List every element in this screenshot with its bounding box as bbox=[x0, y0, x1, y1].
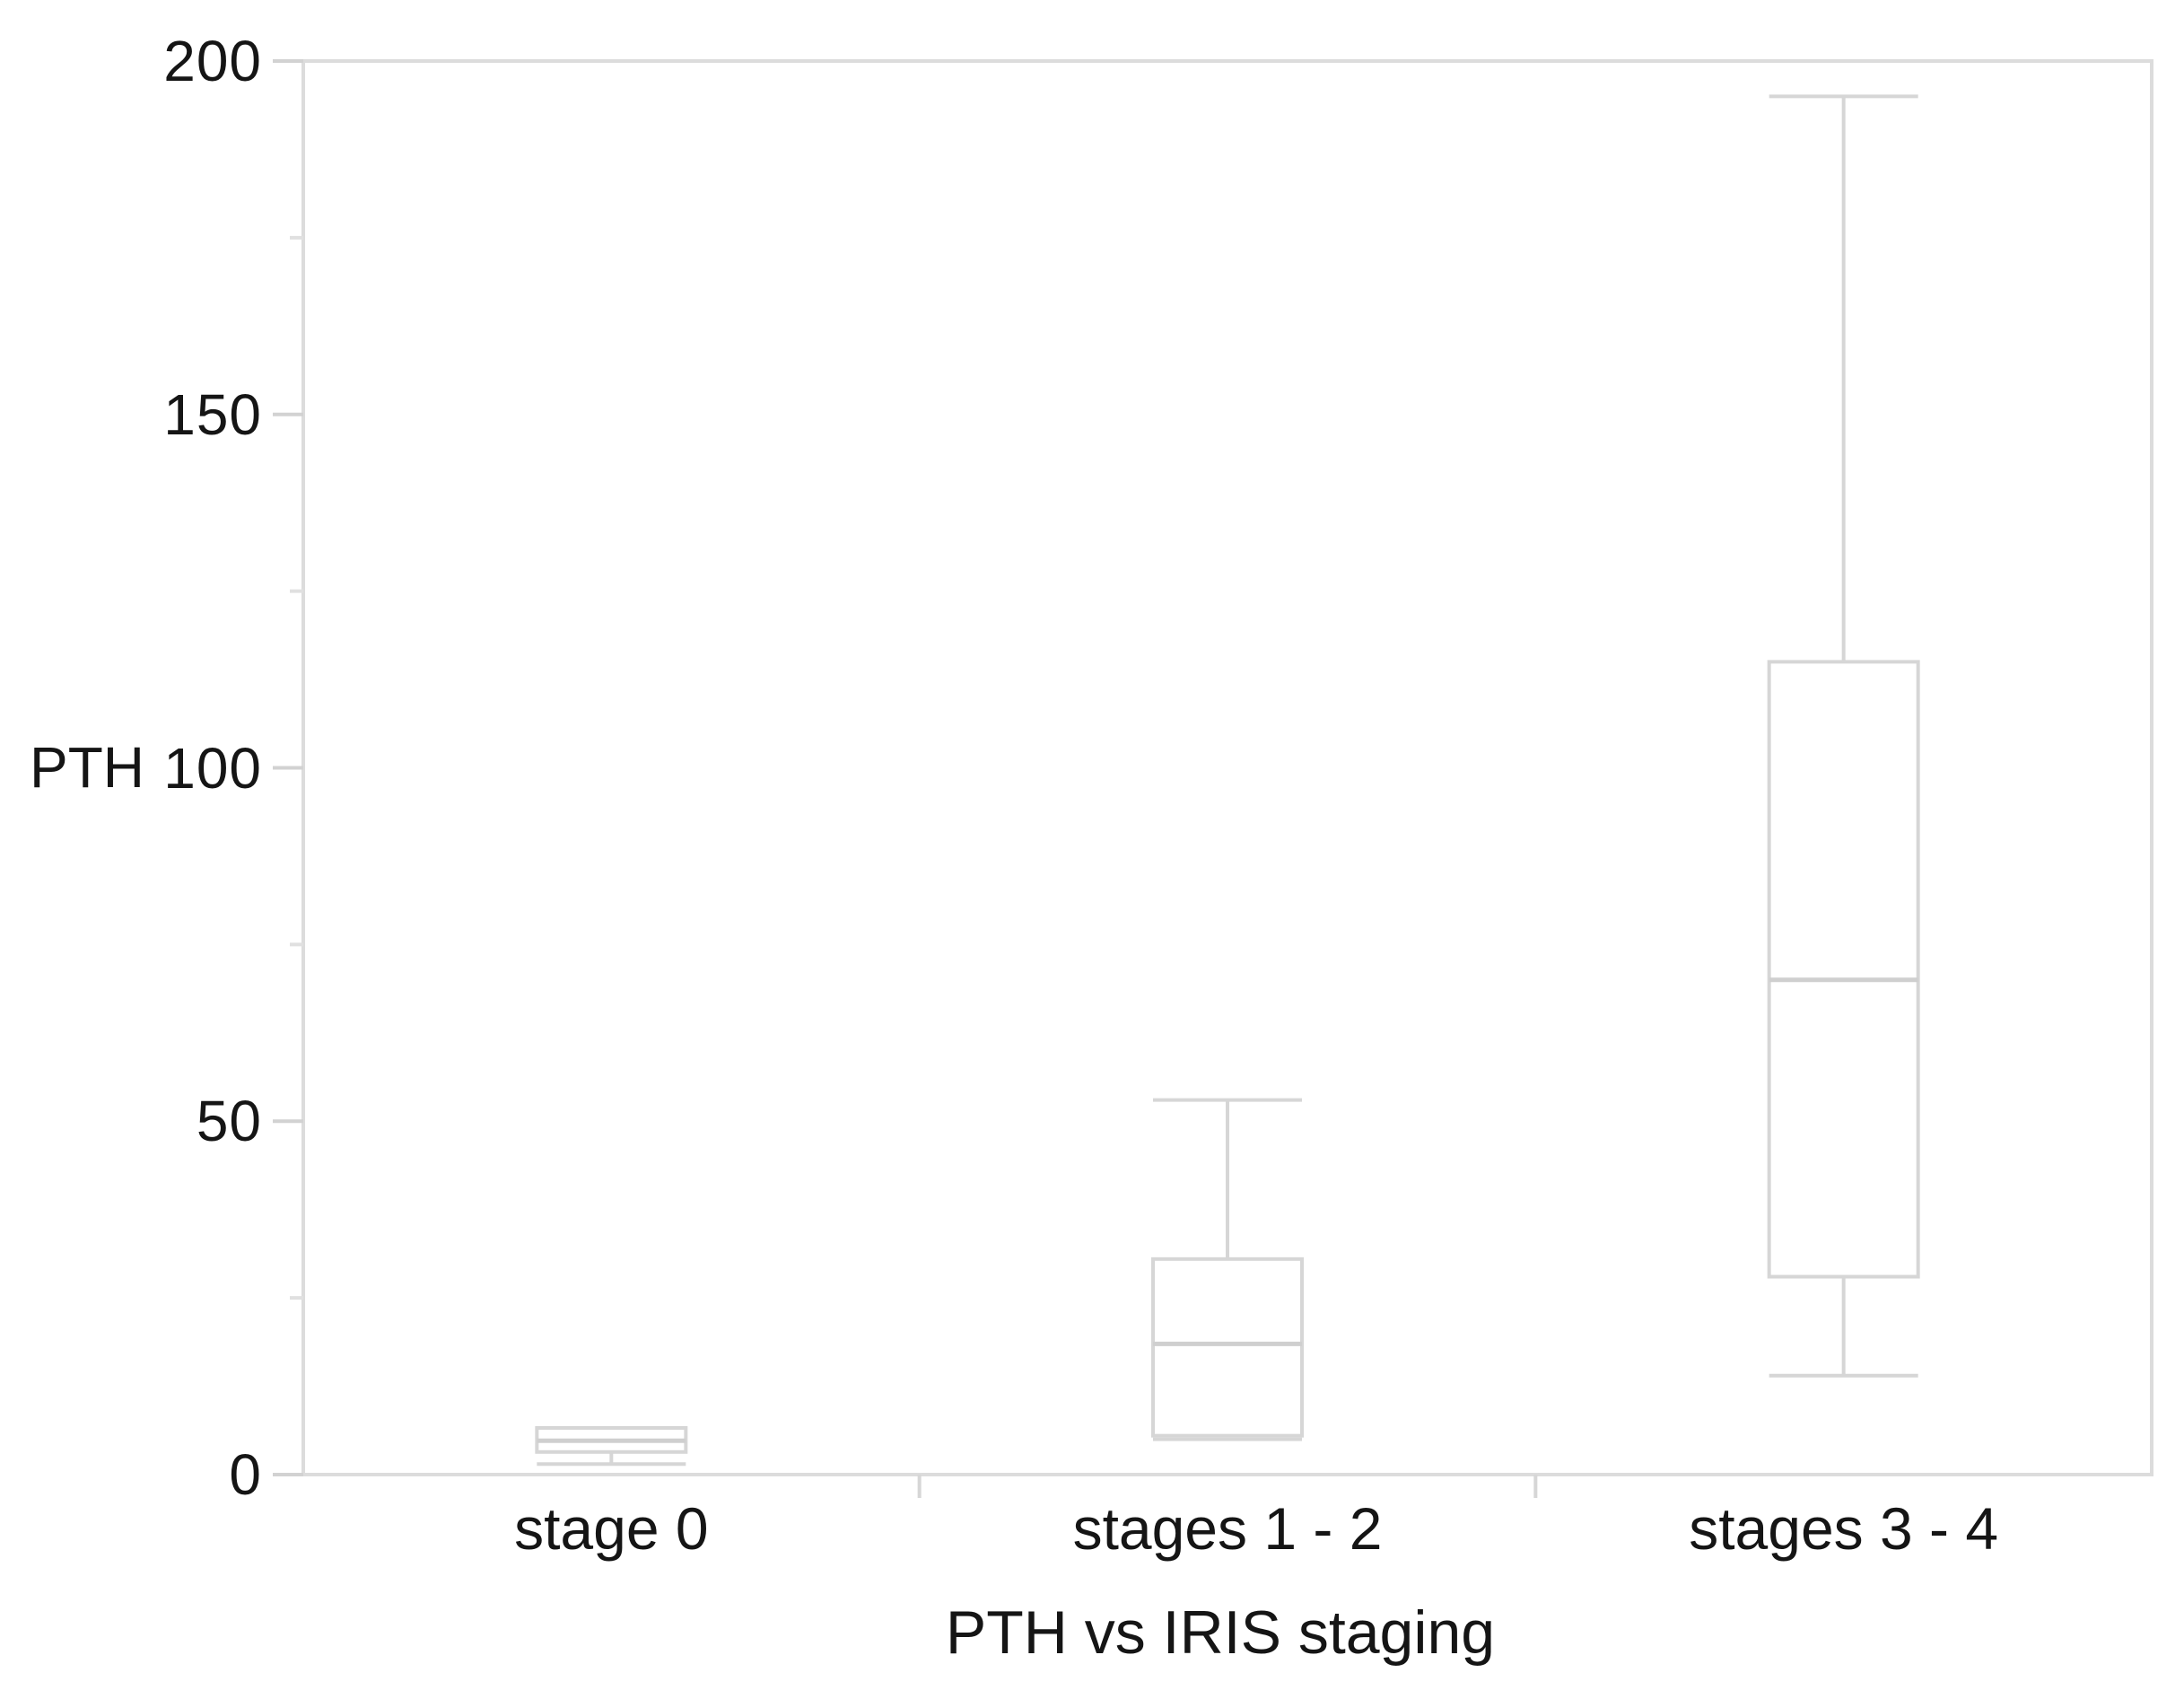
y-axis-title: PTH bbox=[30, 735, 144, 800]
y-tick-label: 100 bbox=[163, 735, 262, 801]
y-tick-label: 0 bbox=[229, 1442, 262, 1507]
y-tick-label: 150 bbox=[163, 381, 262, 447]
x-category-label-stage-0: stage 0 bbox=[514, 1495, 709, 1562]
box-stages-3-4 bbox=[1767, 660, 1920, 1279]
y-tick-label: 200 bbox=[163, 29, 262, 93]
x-axis-title: PTH vs IRIS staging bbox=[945, 1598, 1496, 1667]
y-tick-label: 50 bbox=[196, 1089, 262, 1154]
x-category-label-stages-3-4: stages 3 - 4 bbox=[1689, 1495, 1999, 1562]
x-category-label-stages-1-2: stages 1 - 2 bbox=[1072, 1495, 1383, 1562]
box-stages-1-2 bbox=[1151, 1257, 1304, 1438]
